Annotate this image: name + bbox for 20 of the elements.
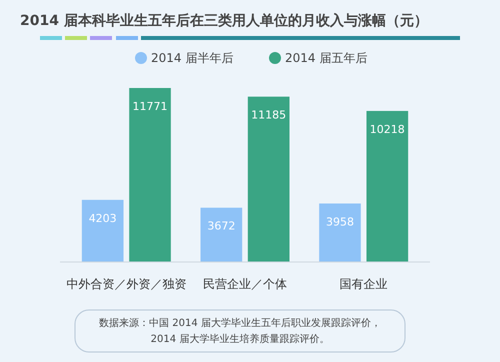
data-label: 3672 — [207, 220, 236, 233]
bar — [366, 110, 408, 262]
legend-label: 2014 届五年后 — [285, 51, 368, 65]
bar — [129, 88, 171, 262]
x-tick-label: 中外合资／外资／独资 — [66, 277, 186, 291]
bar — [82, 200, 124, 262]
chart-title: 2014 届本科毕业生五年后在三类用人单位的月收入与涨幅（元） — [20, 12, 428, 29]
data-label: 10218 — [370, 122, 405, 136]
source-note: 数据来源：中国 2014 届大学毕业生五年后职业发展跟踪评价， — [99, 317, 381, 329]
bar — [319, 203, 361, 262]
bar — [200, 208, 242, 262]
legend-label: 2014 届半年后 — [151, 51, 234, 65]
data-label: 3958 — [326, 215, 354, 228]
x-tick-label: 国有企业 — [340, 277, 388, 291]
bar — [248, 96, 290, 262]
text: 2014 届大学毕业生培养质量跟踪评价。 — [150, 333, 330, 345]
data-label: 4203 — [88, 212, 117, 225]
x-tick-label: 民营企业／个体 — [203, 277, 287, 291]
data-label: 11185 — [251, 108, 286, 122]
data-label: 11771 — [132, 100, 168, 113]
